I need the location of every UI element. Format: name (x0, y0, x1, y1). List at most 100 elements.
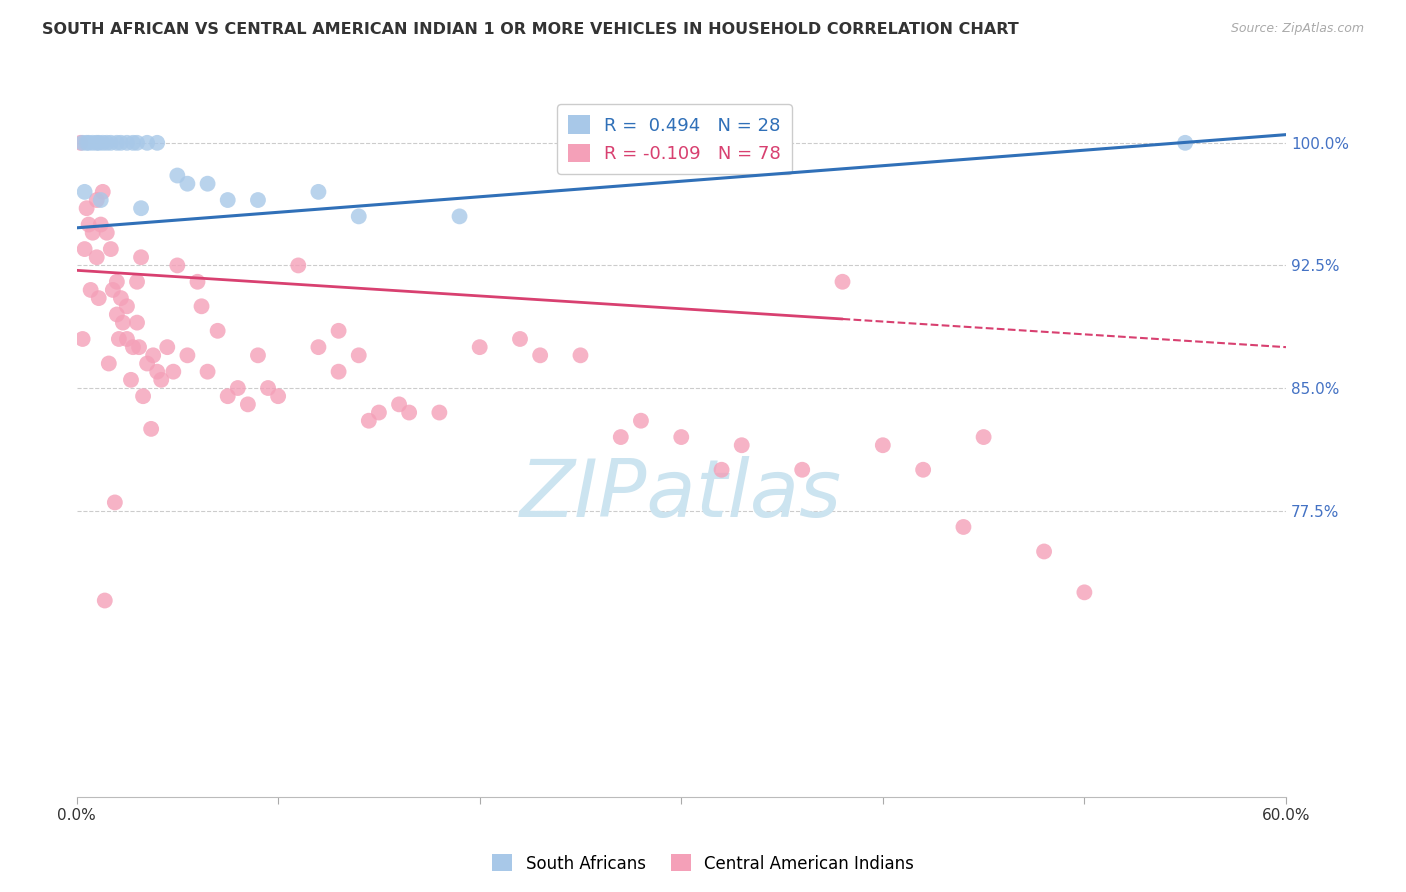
Point (429, 405, 451, 419)
Point (125, 275, 148, 289)
Point (111, 316, 134, 330)
Point (162, 365, 184, 379)
Point (1174, 136, 1197, 150)
Point (197, 365, 219, 379)
Point (328, 365, 350, 379)
Point (731, 438, 754, 452)
Text: ZIPatlas: ZIPatlas (520, 456, 842, 533)
Point (226, 381, 249, 395)
Point (186, 275, 208, 289)
Point (104, 495, 127, 509)
Point (388, 397, 411, 411)
Point (77, 218, 100, 232)
Point (912, 463, 935, 477)
Point (287, 259, 309, 273)
Point (367, 405, 389, 419)
Point (449, 210, 471, 224)
Point (166, 169, 188, 183)
Point (142, 348, 165, 362)
Point (569, 348, 592, 362)
Point (105, 275, 128, 289)
Point (136, 136, 159, 150)
Text: Source: ZipAtlas.com: Source: ZipAtlas.com (1230, 22, 1364, 36)
Point (129, 201, 152, 215)
Point (146, 136, 169, 150)
Point (108, 332, 131, 346)
Point (86, 250, 108, 264)
Point (90, 193, 112, 207)
Point (1033, 544, 1056, 558)
Point (872, 438, 894, 452)
Point (307, 340, 329, 354)
Point (952, 520, 974, 534)
Point (347, 210, 370, 224)
Point (96, 226, 118, 240)
Point (347, 348, 370, 362)
Point (307, 185, 329, 199)
Point (357, 414, 380, 428)
Point (110, 136, 132, 150)
Point (197, 177, 219, 191)
Point (792, 463, 814, 477)
Point (90, 218, 112, 232)
Point (132, 389, 155, 403)
Point (87, 136, 110, 150)
Point (257, 381, 280, 395)
Point (100, 242, 122, 256)
Point (110, 291, 132, 305)
Point (105, 136, 128, 150)
Point (246, 193, 269, 207)
Point (73, 242, 96, 256)
Point (125, 316, 148, 330)
Point (217, 193, 239, 207)
Point (1073, 585, 1095, 599)
Point (122, 136, 145, 150)
Point (139, 422, 162, 436)
Point (610, 430, 633, 444)
Point (166, 259, 188, 273)
Point (76, 201, 98, 215)
Point (91, 136, 114, 150)
Point (267, 389, 290, 403)
Point (100, 136, 122, 150)
Point (76, 136, 98, 150)
Point (115, 332, 138, 346)
Point (105, 308, 128, 322)
Point (86, 193, 108, 207)
Point (207, 324, 229, 338)
Point (86, 136, 108, 150)
Point (101, 283, 124, 297)
Point (72, 136, 94, 150)
Point (128, 340, 150, 354)
Point (129, 250, 152, 264)
Point (217, 389, 239, 403)
Point (509, 332, 531, 346)
Point (150, 373, 173, 387)
Point (328, 324, 350, 338)
Point (176, 348, 198, 362)
Point (94, 593, 117, 607)
Point (87, 291, 110, 305)
Point (82, 226, 104, 240)
Point (125, 136, 148, 150)
Point (96, 136, 118, 150)
Point (973, 430, 995, 444)
Point (91, 185, 114, 199)
Point (146, 365, 169, 379)
Point (468, 340, 491, 354)
Point (236, 397, 259, 411)
Point (831, 275, 853, 289)
Point (69, 136, 91, 150)
Point (122, 340, 145, 354)
Point (72, 332, 94, 346)
Point (398, 405, 420, 419)
Point (190, 299, 212, 313)
Point (176, 177, 198, 191)
Point (710, 463, 733, 477)
Point (79, 283, 101, 297)
Legend: R =  0.494   N = 28, R = -0.109   N = 78: R = 0.494 N = 28, R = -0.109 N = 78 (557, 104, 792, 174)
Point (77, 136, 100, 150)
Point (529, 348, 551, 362)
Point (246, 348, 269, 362)
Point (115, 136, 138, 150)
